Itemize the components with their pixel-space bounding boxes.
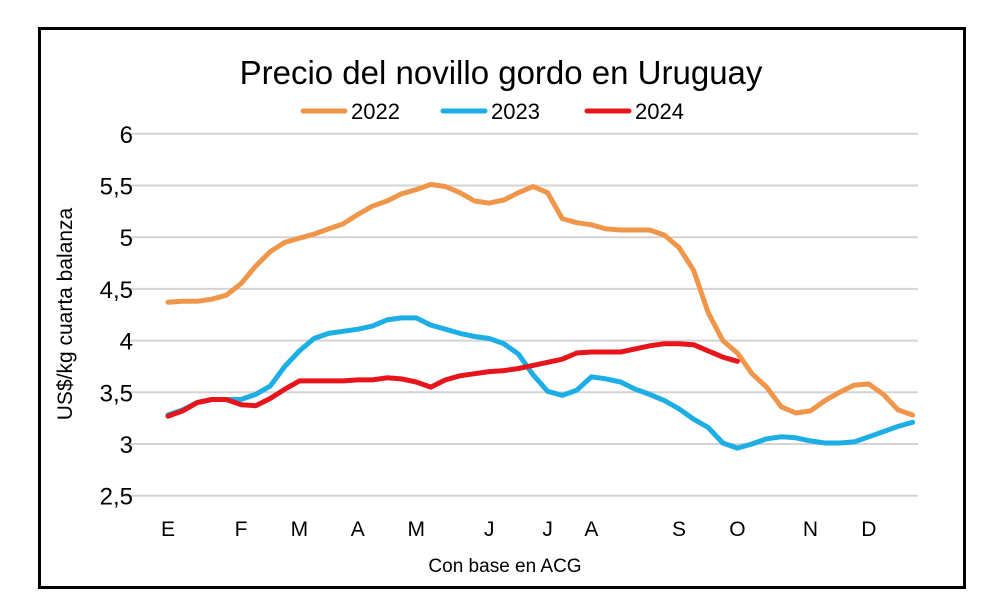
x-tick-label: M (407, 518, 425, 541)
x-tick-label: F (235, 518, 248, 541)
y-tick-label: 5 (120, 225, 133, 252)
y-axis-ticks: 2,5 3 3,5 4 4,5 5 5,5 6 (100, 122, 133, 511)
chart-title: Precio del novillo gordo en Uruguay (240, 54, 763, 91)
x-tick-label: O (729, 518, 745, 541)
x-tick-label: N (803, 518, 818, 541)
y-tick-label: 4 (120, 329, 133, 356)
gridlines (125, 132, 918, 497)
series-lines (165, 182, 916, 451)
y-tick-label: 2,5 (100, 484, 133, 511)
series-line-2023 (165, 315, 916, 451)
y-axis-label: US$/kg cuarta balanza (54, 207, 77, 420)
y-tick-label: 3 (120, 432, 133, 459)
y-tick-label: 6 (120, 122, 133, 149)
legend-label: 2023 (491, 99, 540, 124)
x-tick-label: A (351, 518, 365, 541)
chart-frame (38, 27, 966, 589)
y-tick-label: 4,5 (100, 277, 133, 304)
legend: 2022 2023 2024 (300, 99, 684, 124)
series-line-2022 (165, 182, 916, 418)
x-tick-label: M (291, 518, 309, 541)
y-tick-label: 3,5 (100, 380, 133, 407)
x-tick-label: A (584, 518, 598, 541)
x-tick-label: J (484, 518, 495, 541)
x-tick-label: D (861, 518, 876, 541)
x-tick-label: J (542, 518, 553, 541)
x-tick-label: S (672, 518, 686, 541)
legend-label: 2022 (351, 99, 400, 124)
x-axis-label: Con base en ACG (428, 556, 581, 577)
series-line-2024 (165, 341, 740, 419)
x-tick-label: E (161, 518, 175, 541)
legend-label: 2024 (635, 99, 684, 124)
y-tick-label: 5,5 (100, 174, 133, 201)
